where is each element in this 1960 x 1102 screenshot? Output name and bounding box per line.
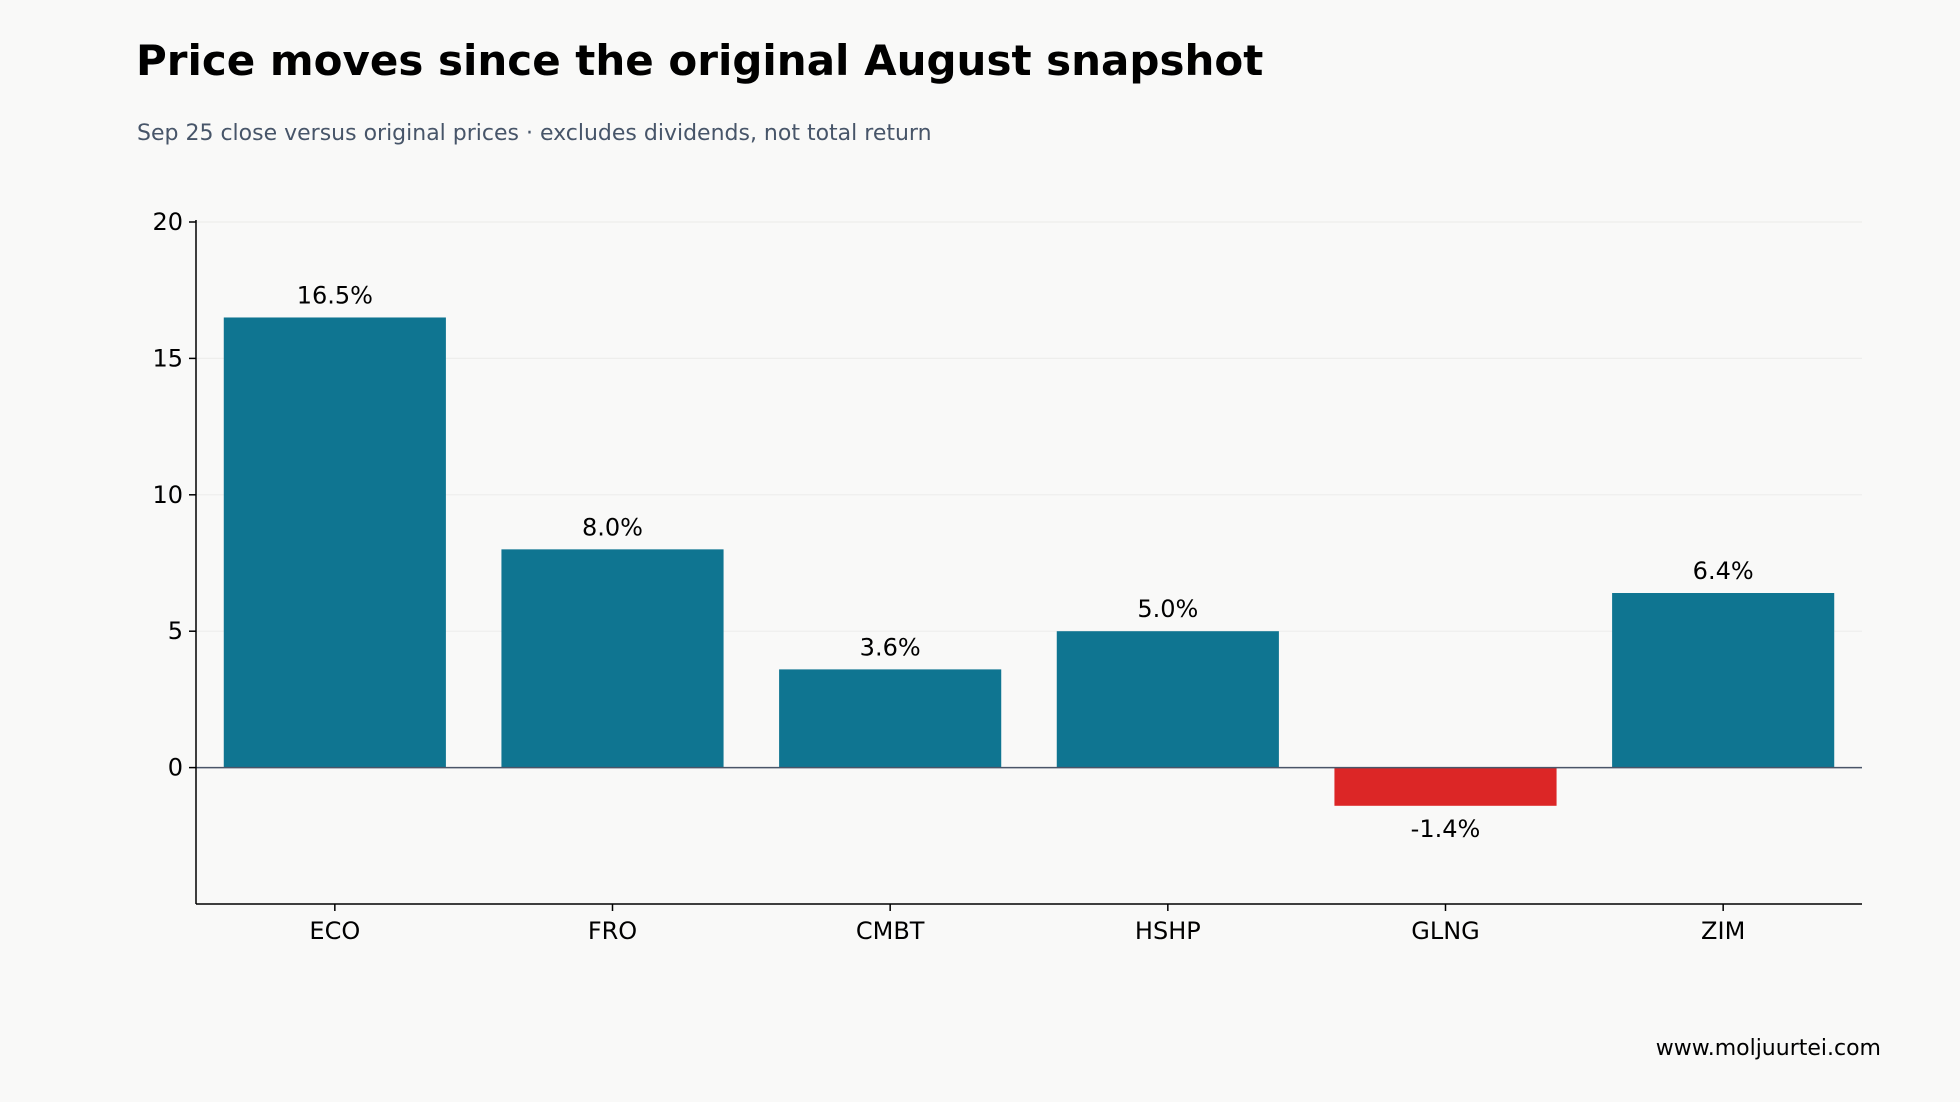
data-label: 16.5% — [297, 281, 373, 309]
data-label: 8.0% — [582, 513, 643, 541]
y-tick-label: 15 — [152, 344, 183, 372]
chart-title: Price moves since the original August sn… — [136, 36, 1264, 85]
y-tick-label: 10 — [152, 481, 183, 509]
data-label: 3.6% — [860, 633, 921, 661]
x-tick-label: ECO — [309, 917, 360, 945]
bar-zim — [1612, 593, 1835, 768]
y-tick-label: 20 — [152, 208, 183, 236]
chart-subtitle: Sep 25 close versus original prices · ex… — [137, 121, 932, 146]
x-tick-label: CMBT — [856, 917, 925, 945]
y-tick-label: 0 — [168, 754, 183, 782]
footer-url: www.moljuurtei.com — [1655, 1036, 1881, 1061]
bars — [223, 317, 1835, 806]
bar-cmbt — [779, 669, 1002, 768]
bar-fro — [501, 549, 724, 768]
bar-hshp — [1056, 631, 1279, 768]
axes — [189, 220, 1862, 911]
x-tick-label: ZIM — [1701, 917, 1745, 945]
bar-eco — [223, 317, 446, 768]
data-label: 6.4% — [1693, 557, 1754, 585]
x-tick-label: GLNG — [1411, 917, 1480, 945]
x-tick-label: FRO — [588, 917, 637, 945]
x-tick-label: HSHP — [1135, 917, 1201, 945]
labels: 0 5 10 15 20 16.5% ECO 8.0% FRO 3.6% CMBT 5.0% HSHP -… — [152, 208, 1753, 945]
data-label: -1.4% — [1411, 815, 1481, 843]
data-label: 5.0% — [1137, 595, 1198, 623]
y-tick-label: 5 — [168, 617, 183, 645]
bar-glng — [1334, 767, 1557, 806]
